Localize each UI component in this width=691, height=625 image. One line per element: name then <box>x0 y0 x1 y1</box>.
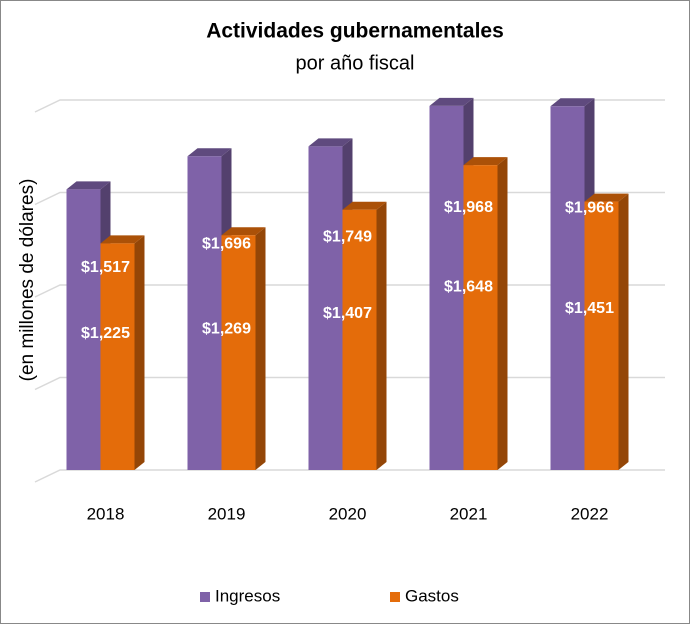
data-label: $1,968 <box>444 199 493 216</box>
chart-subtitle: por año fiscal <box>296 52 415 74</box>
legend-label: Ingresos <box>215 586 280 605</box>
data-label: $1,696 <box>202 235 251 252</box>
bar-side <box>376 201 387 470</box>
bar-top <box>463 157 508 166</box>
bar <box>550 106 585 470</box>
x-tick-label: 2019 <box>208 504 246 523</box>
bar <box>429 105 464 471</box>
bar-top <box>342 201 387 210</box>
bar-top <box>584 193 629 202</box>
bar-top <box>100 235 145 244</box>
bar <box>584 201 619 470</box>
bar-top <box>550 98 595 107</box>
bar <box>100 243 135 470</box>
data-label: $1,451 <box>565 300 614 317</box>
bar-top <box>429 97 474 106</box>
legend-swatch <box>390 592 400 602</box>
bar-side <box>255 227 266 470</box>
x-tick-label: 2020 <box>329 504 367 523</box>
bar <box>342 209 377 470</box>
data-label: $1,749 <box>323 228 372 245</box>
bar-top <box>66 181 111 190</box>
data-label: $1,407 <box>323 305 372 322</box>
bar-side <box>134 235 145 470</box>
legend-label: Gastos <box>405 586 459 605</box>
data-label: $1,517 <box>81 259 130 276</box>
bar <box>463 165 498 470</box>
bar-side <box>497 157 508 470</box>
bar <box>187 156 222 471</box>
chart-title: Actividades gubernamentales <box>206 20 504 43</box>
bar-top <box>308 138 353 147</box>
bar <box>66 189 101 471</box>
data-label: $1,269 <box>202 320 251 337</box>
x-tick-label: 2018 <box>87 504 125 523</box>
data-label: $1,648 <box>444 278 493 295</box>
bar-top <box>187 148 232 157</box>
bar-top <box>221 227 266 236</box>
x-tick-label: 2022 <box>571 504 609 523</box>
y-axis-label: (en millones de dólares) <box>17 179 38 382</box>
bar-side <box>618 193 629 470</box>
legend-swatch <box>200 592 210 602</box>
data-label: $1,225 <box>81 325 130 342</box>
bar <box>221 235 256 470</box>
x-tick-label: 2021 <box>450 504 488 523</box>
data-label: $1,966 <box>565 199 614 216</box>
bar <box>308 146 343 470</box>
